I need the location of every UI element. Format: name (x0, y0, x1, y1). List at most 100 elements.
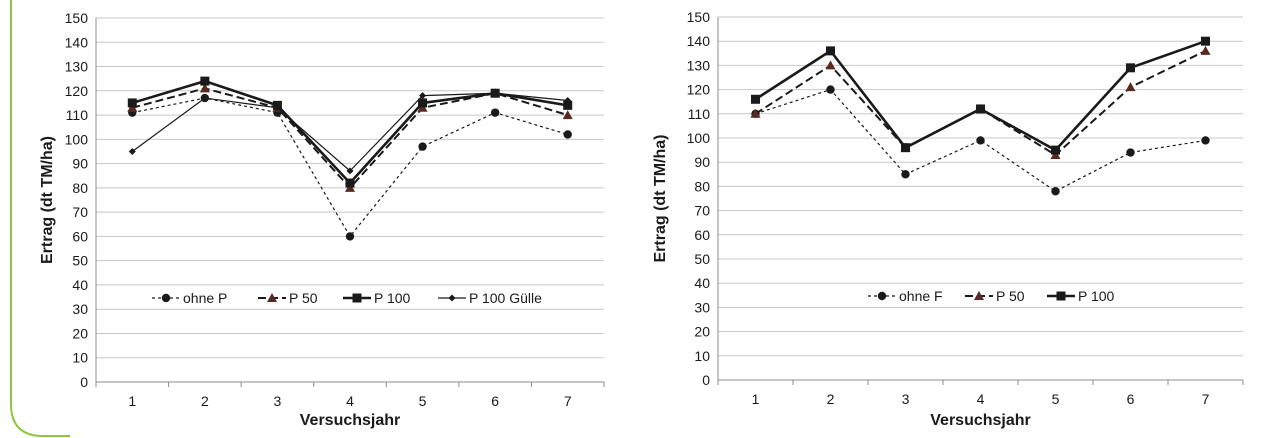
series-line-4 (131, 92, 568, 172)
x-tick-label: 1 (128, 393, 136, 409)
data-point (273, 104, 281, 112)
legend-marker (161, 293, 171, 303)
y-tick-label: 60 (72, 228, 88, 244)
y-tick-label: 80 (72, 180, 88, 196)
y-tick-label: 0 (702, 372, 710, 388)
legend-item: P 100 (1047, 288, 1115, 304)
y-tick-label: 70 (694, 203, 710, 219)
data-point (127, 98, 137, 108)
y-tick-label: 10 (72, 350, 88, 366)
legend-item: ohne P (152, 290, 227, 306)
y-tick-label: 40 (72, 277, 88, 293)
y-tick-label: 30 (694, 299, 710, 315)
data-point (564, 97, 572, 105)
legend-label: ohne F (899, 288, 943, 304)
data-point (976, 136, 985, 145)
y-tick-label: 130 (65, 59, 89, 75)
x-tick-label: 2 (827, 391, 835, 407)
legend-marker (448, 294, 456, 302)
frame-border (10, 0, 70, 437)
legend-label: P 100 Gülle (469, 290, 542, 306)
x-tick-label: 6 (491, 393, 499, 409)
x-tick-label: 5 (1052, 391, 1060, 407)
y-tick-label: 110 (688, 106, 711, 122)
x-tick-label: 3 (902, 391, 910, 407)
chart-left: 0 10 20 30 40 50 60 70 80 90 100 110 120 130 140 150 1 2 3… (39, 10, 605, 429)
data-point (751, 94, 760, 104)
data-point (750, 108, 761, 118)
y-tick-label: 150 (687, 9, 711, 25)
data-point (1051, 187, 1060, 196)
x-tick-label: 7 (1202, 391, 1210, 407)
x-tick-label: 3 (274, 393, 282, 409)
legend-label: P 50 (289, 290, 318, 306)
y-tick-label: 100 (687, 130, 711, 146)
data-point (1126, 148, 1135, 157)
y-tick-label: 110 (66, 107, 89, 123)
series-line-3 (754, 39, 1206, 152)
y-tick-label: 140 (65, 34, 89, 50)
x-tick-label: 7 (564, 393, 572, 409)
data-point (201, 94, 209, 102)
data-point (1201, 36, 1210, 46)
y-tick-label: 70 (72, 204, 88, 220)
y-tick-label: 20 (694, 324, 710, 340)
y-tick-label: 20 (72, 325, 88, 341)
data-point (562, 110, 573, 120)
x-axis-title: Versuchsjahr (300, 412, 401, 429)
x-tick-label: 4 (977, 391, 985, 407)
legend-label: P 100 (374, 290, 411, 306)
y-tick-label: 50 (694, 251, 710, 267)
legend-item: P 50 (965, 288, 1025, 304)
y-tick-label: 120 (687, 82, 711, 98)
y-tick-label: 130 (687, 57, 711, 73)
legend-item: P 100 Gülle (438, 290, 542, 306)
legend-item: P 100 (343, 290, 411, 306)
chart-right: 0 10 20 30 40 50 60 70 80 90 100 110 120 130 140 150 1 2 3… (652, 9, 1244, 429)
legend-marker (1056, 291, 1066, 301)
series-line-1 (132, 97, 568, 237)
data-point (418, 142, 427, 151)
data-point (563, 100, 573, 110)
y-tick-label: 40 (694, 275, 710, 291)
data-point (825, 60, 836, 70)
x-tick-label: 6 (1127, 391, 1135, 407)
y-tick-label: 80 (694, 178, 710, 194)
data-point (826, 85, 835, 94)
data-point (1126, 63, 1135, 73)
y-tick-label: 90 (72, 156, 88, 172)
data-point (199, 83, 210, 93)
data-point (419, 92, 427, 100)
y-tick-label: 90 (694, 154, 710, 170)
x-tick-label: 1 (752, 391, 760, 407)
data-point (563, 130, 572, 139)
y-tick-label: 50 (72, 253, 88, 269)
data-point (1201, 136, 1210, 145)
legend-marker (267, 293, 277, 302)
data-point (490, 108, 500, 117)
legend-marker (877, 291, 887, 301)
legend-label: ohne P (183, 290, 227, 306)
data-point (901, 170, 910, 179)
data-point (200, 76, 210, 86)
legend-label: P 50 (996, 288, 1025, 304)
data-point (976, 104, 985, 114)
y-tick-label: 0 (80, 374, 88, 390)
data-point (128, 147, 136, 155)
y-axis-title: Ertrag (dt TM/ha) (39, 136, 56, 264)
y-tick-label: 140 (687, 33, 711, 49)
data-point (345, 232, 355, 241)
legend-marker (974, 291, 984, 300)
y-tick-label: 10 (694, 348, 710, 364)
y-axis-title: Ertrag (dt TM/ha) (652, 135, 669, 263)
data-point (345, 178, 355, 188)
data-point (418, 98, 428, 108)
data-point (346, 167, 354, 175)
legend-label: P 100 (1078, 288, 1115, 304)
x-tick-label: 4 (346, 393, 354, 409)
x-tick-label: 2 (201, 393, 209, 409)
legend-item: ohne F (868, 288, 943, 304)
legend-item: P 50 (258, 290, 318, 306)
data-point (1051, 145, 1060, 155)
